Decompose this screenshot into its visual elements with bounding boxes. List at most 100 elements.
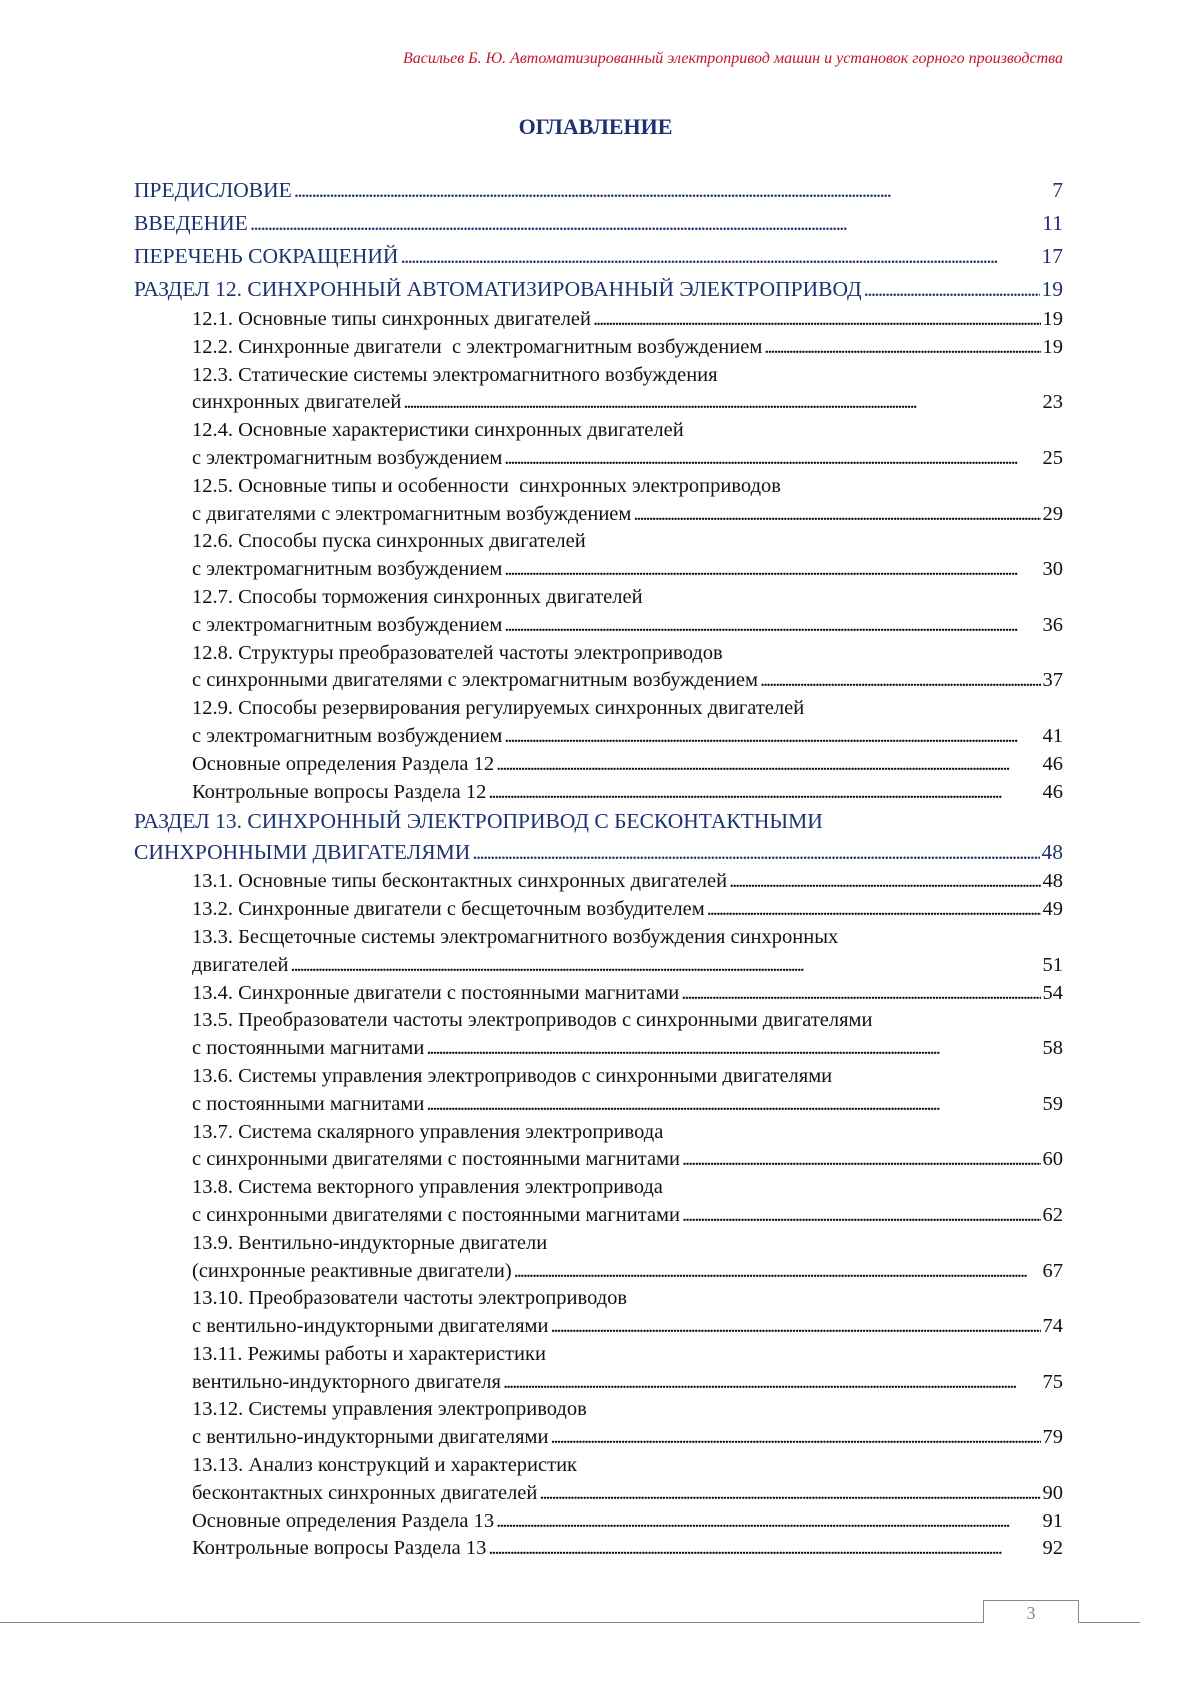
toc-subsection-entry[interactable]: 13.10. Преобразователи частоты электропр…	[134, 1285, 1063, 1341]
toc-page-number: 91	[1042, 1509, 1064, 1532]
toc-page-number: 79	[1042, 1426, 1064, 1449]
toc-entry-title: 12.6. Способы пуска синхронных двигателе…	[192, 530, 586, 553]
toc-entry-title: (синхронные реактивные двигатели)	[192, 1259, 512, 1282]
toc-line: с синхронными двигателями с электромагни…	[134, 667, 1063, 695]
toc-line: 13.4. Синхронные двигатели с постоянными…	[134, 980, 1063, 1008]
toc-subsection-entry[interactable]: 13.4. Синхронные двигатели с постоянными…	[134, 980, 1063, 1008]
toc-subsection-entry[interactable]: 13.9. Вентильно-индукторные двигатели (си…	[134, 1230, 1063, 1286]
toc-line: 12.3. Статические системы электромагнитн…	[134, 362, 1063, 390]
dot-leader	[488, 1535, 1040, 1563]
toc-entry-title: СИНХРОННЫМИ ДВИГАТЕЛЯМИ	[134, 840, 471, 865]
toc-page-number: 90	[1042, 1481, 1064, 1504]
toc-subsection-entry[interactable]: 13.12. Системы управления электроприводо…	[134, 1396, 1063, 1452]
toc-subsection-entry[interactable]: 13.13. Анализ конструкций и характеристи…	[134, 1452, 1063, 1508]
toc-entry-title: с синхронными двигателями с постоянными …	[192, 1203, 680, 1226]
toc-page-number: 37	[1042, 669, 1064, 692]
toc-entry-title: с электромагнитным возбуждением	[192, 724, 503, 747]
dot-leader	[496, 1508, 1040, 1536]
toc-section-entry[interactable]: РАЗДЕЛ 13. СИНХРОННЫЙ ЭЛЕКТРОПРИВОД С БЕ…	[134, 806, 1063, 868]
toc-page-number: 19	[1042, 308, 1064, 330]
toc-line: с синхронными двигателями с постоянными …	[134, 1202, 1063, 1230]
toc-section-entry[interactable]: ПЕРЕЧЕНЬ СОКРАЩЕНИЙ 17	[134, 240, 1063, 273]
toc-line: вентильно-индукторного двигателя 75	[134, 1369, 1063, 1397]
toc-subsection-entry[interactable]: Основные определения Раздела 12 46	[134, 751, 1063, 779]
toc-subsection-entry[interactable]: 12.3. Статические системы электромагнитн…	[134, 362, 1063, 418]
toc-entry-title: 12.8. Структуры преобразователей частоты…	[192, 641, 723, 664]
toc-line: бесконтактных синхронных двигателей 90	[134, 1480, 1063, 1508]
page-number: 3	[983, 1600, 1079, 1623]
toc-line: 13.2. Синхронные двигатели с бесщеточным…	[134, 896, 1063, 924]
page-title: ОГЛАВЛЕНИЕ	[518, 114, 673, 139]
dot-leader	[729, 868, 1040, 896]
toc-line: с электромагнитным возбуждением 36	[134, 612, 1063, 640]
toc-subsection-entry[interactable]: Контрольные вопросы Раздела 12 46	[134, 779, 1063, 807]
toc-line: Контрольные вопросы Раздела 12 46	[134, 779, 1063, 807]
toc-entry-title: РАЗДЕЛ 12. СИНХРОННЫЙ АВТОМАТИЗИРОВАННЫЙ…	[134, 277, 862, 301]
toc-subsection-entry[interactable]: 12.8. Структуры преобразователей частоты…	[134, 640, 1063, 696]
toc-subsection-entry[interactable]: Контрольные вопросы Раздела 13 92	[134, 1535, 1063, 1563]
toc-line: 12.7. Способы торможения синхронных двиг…	[134, 584, 1063, 612]
toc-subsection-entry[interactable]: 13.2. Синхронные двигатели с бесщеточным…	[134, 896, 1063, 924]
toc-subsection-entry[interactable]: 13.3. Бесщеточные системы электромагнитн…	[134, 924, 1063, 980]
toc-line: с двигателями с электромагнитным возбужд…	[134, 501, 1063, 529]
dot-leader	[496, 751, 1040, 779]
toc-line: с постоянными магнитами 59	[134, 1091, 1063, 1119]
dot-leader	[681, 980, 1040, 1008]
toc-entry-title: 13.8. Система векторного управления элек…	[192, 1176, 663, 1199]
toc-entry-title: бесконтактных синхронных двигателей	[192, 1481, 538, 1504]
dot-leader	[514, 1258, 1041, 1286]
toc-page-number: 92	[1042, 1537, 1064, 1560]
dot-leader	[682, 1202, 1041, 1230]
toc-line: 13.5. Преобразователи частоты электропри…	[134, 1007, 1063, 1035]
toc-subsection-entry[interactable]: 12.5. Основные типы и особенности синхро…	[134, 473, 1063, 529]
toc-page-number: 49	[1042, 898, 1064, 921]
toc-subsection-entry[interactable]: 12.1. Основные типы синхронных двигателе…	[134, 306, 1063, 334]
toc-entry-title: 13.1. Основные типы бесконтактных синхро…	[192, 870, 728, 893]
toc-line: 12.6. Способы пуска синхронных двигателе…	[134, 528, 1063, 556]
toc-line: 13.13. Анализ конструкций и характеристи…	[134, 1452, 1063, 1480]
toc-subsection-entry[interactable]: 12.7. Способы торможения синхронных двиг…	[134, 584, 1063, 640]
toc-entry-title: ПЕРЕЧЕНЬ СОКРАЩЕНИЙ	[134, 244, 399, 268]
toc-page-number: 23	[1042, 391, 1064, 414]
dot-leader	[472, 837, 1039, 868]
toc-subsection-entry[interactable]: 12.4. Основные характеристики синхронных…	[134, 417, 1063, 473]
toc-entry-title: с постоянными магнитами	[192, 1092, 425, 1115]
toc-subsection-entry[interactable]: 13.7. Система скалярного управления элек…	[134, 1119, 1063, 1175]
toc-line: 13.3. Бесщеточные системы электромагнитн…	[134, 924, 1063, 952]
toc-entry-title: с синхронными двигателями с электромагни…	[192, 669, 758, 692]
toc-page-number: 11	[1042, 211, 1063, 235]
toc-line: 12.5. Основные типы и особенности синхро…	[134, 473, 1063, 501]
toc-line: 12.4. Основные характеристики синхронных…	[134, 417, 1063, 445]
dot-leader	[290, 952, 1040, 980]
dot-leader	[504, 556, 1040, 584]
toc-section-entry[interactable]: ВВЕДЕНИЕ 11	[134, 207, 1063, 240]
toc-entry-title: Основные определения Раздела 13	[192, 1509, 495, 1532]
toc-subsection-entry[interactable]: 12.9. Способы резервирования регулируемы…	[134, 695, 1063, 751]
toc-line: с постоянными магнитами 58	[134, 1035, 1063, 1063]
toc-subsection-entry[interactable]: 12.6. Способы пуска синхронных двигателе…	[134, 528, 1063, 584]
toc-section-entry[interactable]: ПРЕДИСЛОВИЕ 7	[134, 174, 1063, 207]
toc-subsection-entry[interactable]: 13.11. Режимы работы и характеристики вен…	[134, 1341, 1063, 1397]
toc-section-entry[interactable]: РАЗДЕЛ 12. СИНХРОННЫЙ АВТОМАТИЗИРОВАННЫЙ…	[134, 273, 1063, 306]
toc-line: двигателей 51	[134, 952, 1063, 980]
toc-subsection-entry[interactable]: 13.6. Системы управления электроприводов…	[134, 1063, 1063, 1119]
toc-entry-title: 13.12. Системы управления электроприводо…	[192, 1398, 587, 1421]
toc-entry-title: 13.5. Преобразователи частоты электропри…	[192, 1009, 873, 1032]
toc-subsection-entry[interactable]: 13.1. Основные типы бесконтактных синхро…	[134, 868, 1063, 896]
toc-line: с электромагнитным возбуждением 41	[134, 723, 1063, 751]
toc-subsection-entry[interactable]: 13.8. Система векторного управления элек…	[134, 1174, 1063, 1230]
dot-leader	[503, 1369, 1041, 1397]
toc-subsection-entry[interactable]: 12.2. Синхронные двигатели с электромагн…	[134, 334, 1063, 362]
toc-entry-title: Контрольные вопросы Раздела 12	[192, 780, 487, 803]
toc-entry-title: 13.2. Синхронные двигатели с бесщеточным…	[192, 898, 705, 921]
toc-page-number: 60	[1042, 1148, 1064, 1171]
toc-entry-title: ВВЕДЕНИЕ	[134, 211, 248, 235]
toc-subsection-entry[interactable]: Основные определения Раздела 13 91	[134, 1508, 1063, 1536]
toc-line: 13.12. Системы управления электроприводо…	[134, 1396, 1063, 1424]
dot-leader	[633, 501, 1040, 529]
toc-page-number: 46	[1042, 752, 1064, 775]
toc-entry-title: 12.7. Способы торможения синхронных двиг…	[192, 585, 643, 608]
toc-page-number: 30	[1042, 558, 1064, 581]
toc-entry-title: ПРЕДИСЛОВИЕ	[134, 178, 292, 202]
toc-subsection-entry[interactable]: 13.5. Преобразователи частоты электропри…	[134, 1007, 1063, 1063]
